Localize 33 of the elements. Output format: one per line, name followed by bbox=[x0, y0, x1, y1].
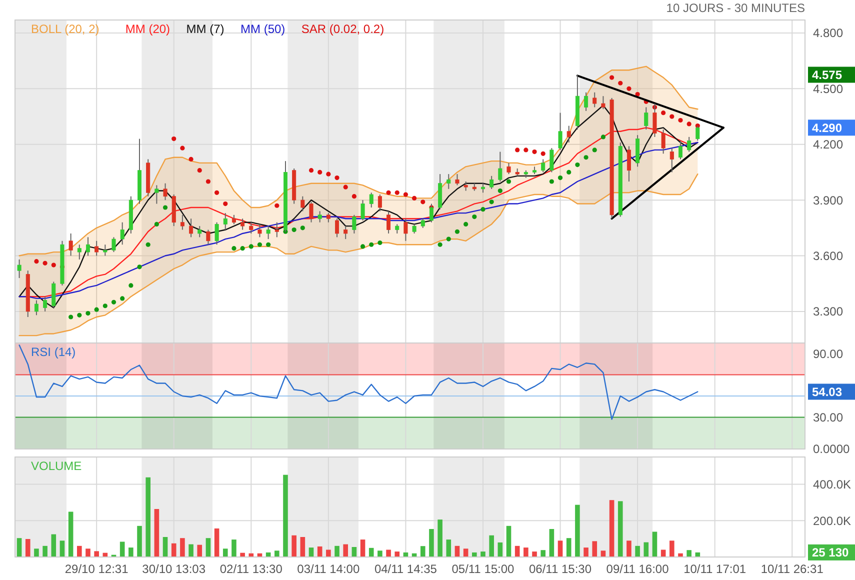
text: VOLUME bbox=[31, 459, 82, 473]
y-tick-label: 4.500 bbox=[813, 82, 844, 96]
y-tick-label: 4.200 bbox=[813, 138, 844, 152]
y-tick-label: 3.300 bbox=[813, 304, 844, 319]
chart-subtitle: 10 JOURS - 30 MINUTES bbox=[666, 1, 805, 15]
text: 4.575 bbox=[812, 68, 842, 82]
text: 54.03 bbox=[812, 384, 842, 399]
y-tick-label: 3.900 bbox=[813, 193, 844, 208]
x-tick-label: 30/10 13:03 bbox=[142, 562, 206, 576]
text: 25 130 bbox=[812, 546, 850, 560]
x-tick-label: 04/11 14:35 bbox=[374, 562, 438, 576]
text: MM (50) bbox=[240, 22, 286, 36]
text: 4.290 bbox=[812, 120, 842, 135]
x-tick-label: 05/11 15:00 bbox=[452, 562, 515, 576]
text: SAR (0.02, 0.2) bbox=[301, 22, 384, 36]
text: MM (7) bbox=[186, 22, 224, 36]
y-tick-label: 200.0K bbox=[813, 514, 852, 528]
x-tick-label: 29/10 12:31 bbox=[64, 562, 129, 576]
y-tick-label: 400.0K bbox=[813, 477, 852, 492]
x-tick-label: 10/11 17:01 bbox=[684, 562, 746, 576]
y-tick-label: 3.600 bbox=[813, 248, 844, 263]
y-tick-label: 4.800 bbox=[813, 26, 844, 40]
text: MM (20) bbox=[125, 22, 170, 36]
y-tick-label: 90.00 bbox=[813, 346, 844, 361]
series-label: RSI (14) bbox=[31, 345, 76, 359]
x-tick-label: 09/11 16:00 bbox=[606, 562, 670, 576]
x-tick-label: 03/11 14:00 bbox=[297, 562, 360, 576]
x-tick-label: 10/11 26:31 bbox=[760, 562, 824, 576]
x-tick-label: 06/11 15:30 bbox=[529, 562, 592, 576]
y-tick-label: 0.0000 bbox=[813, 442, 850, 456]
text: BOLL (20, 2) bbox=[31, 22, 100, 36]
y-tick-label: 30.00 bbox=[813, 410, 844, 424]
x-tick-label: 02/11 13:30 bbox=[220, 562, 283, 576]
